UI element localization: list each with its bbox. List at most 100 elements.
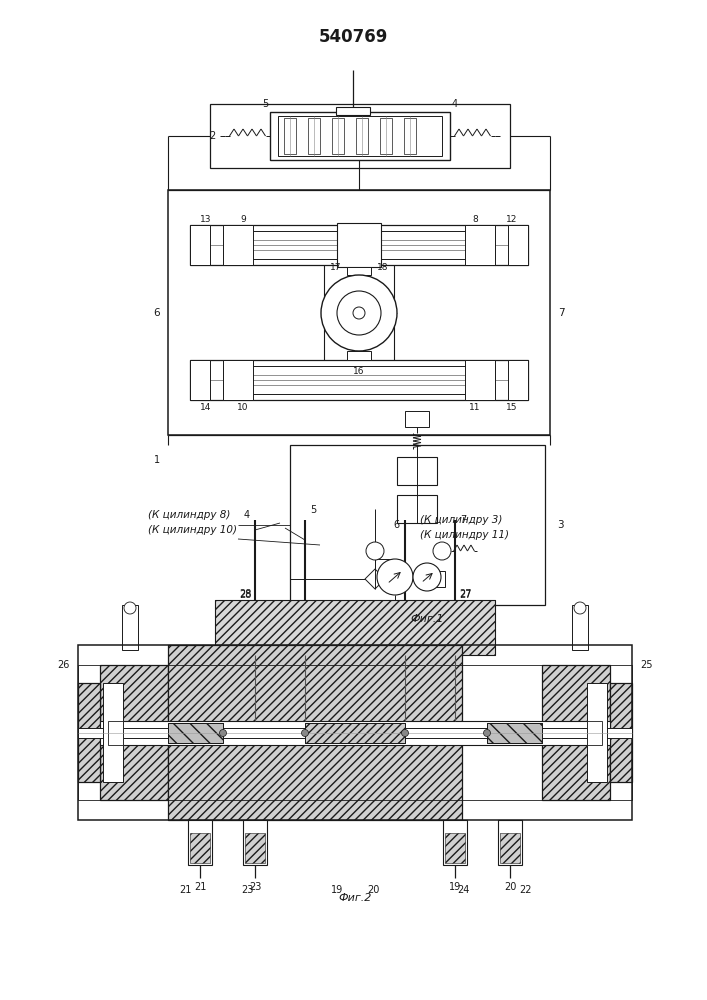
Text: 5: 5	[310, 505, 316, 515]
Text: 4: 4	[452, 99, 458, 109]
Bar	[78, 683, 100, 782]
Bar	[487, 723, 542, 743]
Bar	[78, 645, 632, 820]
Bar	[308, 118, 320, 154]
Bar	[100, 665, 168, 800]
Bar	[190, 360, 210, 400]
Text: 6: 6	[153, 308, 160, 318]
Bar	[190, 225, 528, 265]
Text: 7: 7	[460, 515, 466, 525]
Text: (К цилиндру 10): (К цилиндру 10)	[148, 525, 237, 535]
Bar	[168, 645, 462, 820]
Bar	[337, 223, 381, 267]
Text: 12: 12	[506, 216, 518, 225]
Bar	[332, 118, 344, 154]
Text: 14: 14	[200, 403, 211, 412]
Circle shape	[337, 291, 381, 335]
Text: 15: 15	[506, 403, 518, 412]
Circle shape	[219, 730, 226, 736]
Bar	[223, 360, 253, 400]
Text: 21: 21	[179, 885, 191, 895]
Bar	[284, 118, 296, 154]
Text: 540769: 540769	[318, 28, 387, 46]
Circle shape	[353, 307, 365, 319]
Bar	[245, 833, 265, 863]
Text: (К цилиндру 8): (К цилиндру 8)	[148, 510, 230, 520]
Text: 27: 27	[459, 589, 472, 599]
Bar	[168, 190, 550, 435]
Bar	[542, 665, 610, 800]
Bar	[397, 457, 437, 485]
Circle shape	[413, 563, 441, 591]
Bar	[465, 225, 495, 265]
Circle shape	[366, 542, 384, 560]
Circle shape	[402, 730, 409, 736]
Circle shape	[301, 730, 308, 736]
Text: 13: 13	[200, 216, 212, 225]
Circle shape	[321, 275, 397, 351]
Bar	[100, 721, 610, 745]
Bar	[404, 118, 416, 154]
Text: 3: 3	[557, 520, 563, 530]
Text: 4: 4	[244, 510, 250, 520]
Bar	[443, 820, 467, 865]
Bar	[290, 445, 545, 605]
Bar	[168, 723, 223, 743]
Text: 17: 17	[329, 263, 341, 272]
Bar	[542, 665, 610, 800]
Bar	[445, 833, 465, 863]
Bar	[336, 107, 370, 115]
Bar	[305, 723, 405, 743]
Bar	[465, 360, 495, 400]
Bar	[243, 820, 267, 865]
Text: 22: 22	[519, 885, 531, 895]
Bar	[498, 820, 522, 865]
Text: (К цилиндру 3): (К цилиндру 3)	[420, 515, 503, 525]
Circle shape	[124, 602, 136, 614]
Text: 23: 23	[249, 882, 261, 892]
Bar	[103, 683, 123, 782]
Bar	[215, 600, 495, 655]
Text: Фиг.1: Фиг.1	[410, 614, 444, 624]
Text: 20: 20	[504, 882, 516, 892]
Bar	[405, 411, 429, 427]
Text: 28: 28	[239, 590, 251, 600]
Bar	[500, 833, 520, 863]
Text: 2: 2	[209, 131, 215, 141]
Bar	[223, 366, 495, 394]
Text: 9: 9	[240, 216, 246, 225]
Circle shape	[433, 542, 451, 560]
Bar	[397, 495, 437, 523]
Bar	[610, 683, 632, 782]
Text: 26: 26	[58, 660, 70, 670]
Text: 6: 6	[394, 520, 400, 530]
Text: 25: 25	[640, 660, 653, 670]
Text: 23: 23	[241, 885, 253, 895]
Bar	[190, 225, 210, 265]
Text: 21: 21	[194, 882, 206, 892]
Text: 8: 8	[472, 216, 478, 225]
Bar	[278, 116, 442, 156]
Bar	[223, 225, 253, 265]
Circle shape	[484, 730, 491, 736]
Text: 24: 24	[457, 885, 469, 895]
Bar	[610, 683, 632, 782]
Bar	[190, 833, 210, 863]
Text: Фиг.2: Фиг.2	[339, 893, 372, 903]
Bar	[508, 225, 528, 265]
Bar	[356, 118, 368, 154]
Bar	[380, 118, 392, 154]
Bar	[347, 351, 371, 360]
Text: 16: 16	[354, 367, 365, 376]
Bar	[210, 104, 510, 168]
Bar	[168, 723, 223, 743]
Bar	[572, 605, 588, 650]
Bar	[215, 600, 495, 655]
Bar	[270, 112, 450, 160]
Text: 20: 20	[367, 885, 379, 895]
Text: 19: 19	[449, 882, 461, 892]
Circle shape	[377, 559, 413, 595]
Bar	[487, 723, 542, 743]
Bar	[425, 571, 445, 587]
Bar	[587, 721, 602, 745]
